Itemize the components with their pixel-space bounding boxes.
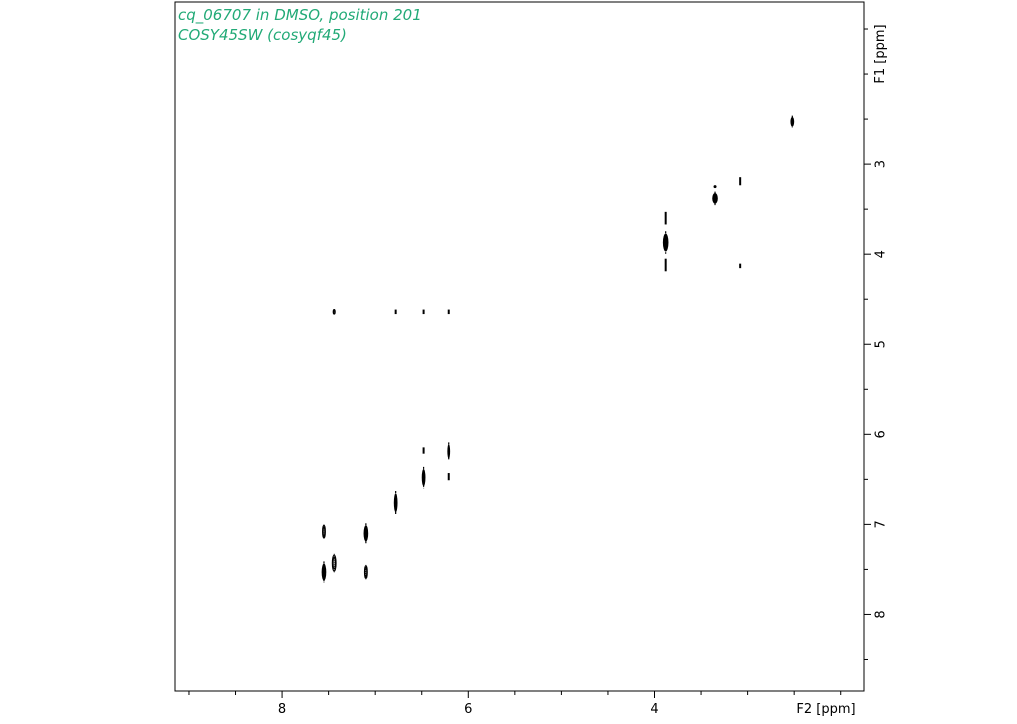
y-axis: 3 4 5 6 7 8	[864, 28, 889, 660]
y-tick-label: 8	[874, 610, 889, 618]
x-axis: 8 6 4	[188, 691, 842, 717]
contour-peak	[363, 564, 368, 580]
x-axis-label: F2 [ppm]	[796, 702, 855, 717]
x-tick-label: 8	[278, 702, 286, 717]
y-tick-label: 6	[874, 430, 889, 438]
contour-peak	[331, 553, 337, 573]
contour-peak	[421, 466, 426, 489]
y-tick-label: 3	[874, 160, 889, 168]
contour-peak	[363, 523, 369, 544]
plot-frame	[174, 1, 865, 692]
contour-peak	[321, 561, 327, 583]
contour-peak	[322, 524, 326, 539]
y-tick-label: 4	[874, 250, 889, 258]
y-axis-label: F1 [ppm]	[873, 24, 888, 83]
contour-peak	[712, 191, 718, 206]
contour-peak	[332, 309, 336, 315]
y-tick-label: 5	[874, 340, 889, 348]
contour-peaks	[321, 115, 795, 583]
contour-peak	[447, 442, 451, 461]
contour-peak	[393, 490, 398, 515]
x-tick-label: 4	[650, 702, 658, 717]
contour-peak	[790, 115, 795, 128]
y-tick-label: 7	[874, 520, 889, 528]
chart-title: cq_06707 in DMSO, position 201	[178, 6, 422, 25]
chart-subtitle: COSY45SW (cosyqf45)	[178, 26, 347, 44]
contour-peak	[713, 185, 717, 189]
contour-peak	[662, 231, 669, 254]
x-tick-label: 6	[464, 702, 472, 717]
